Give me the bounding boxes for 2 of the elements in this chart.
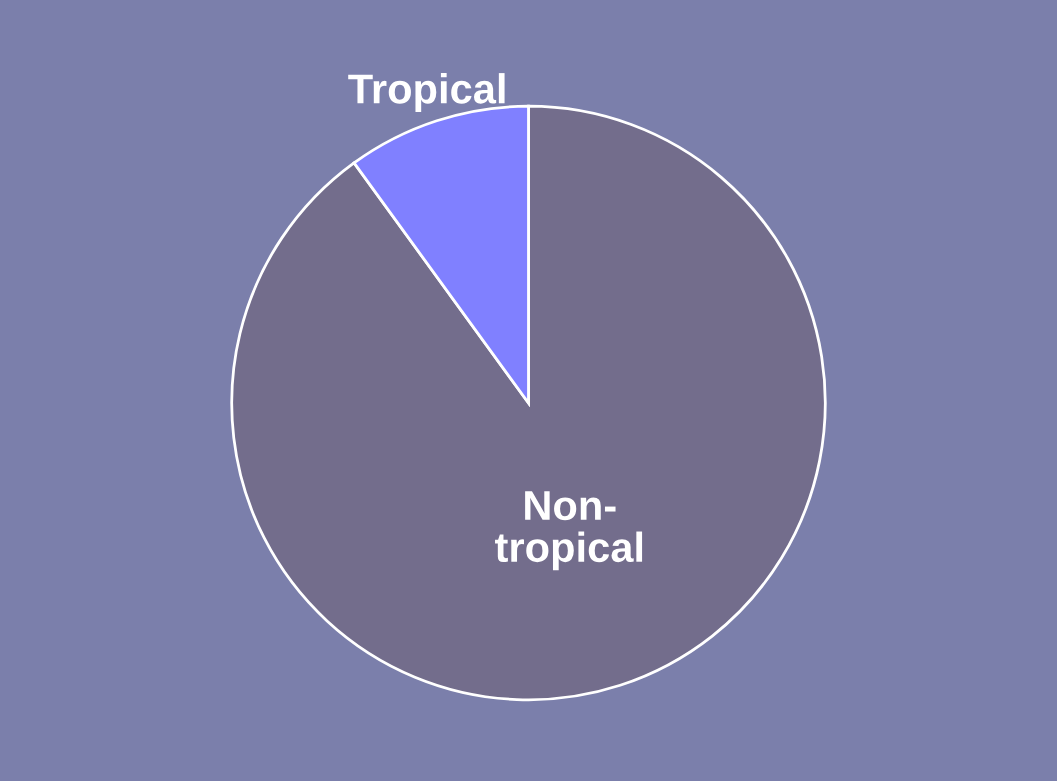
slice-label: Non-tropical (495, 491, 643, 571)
slice-label: Tropical (348, 73, 505, 112)
